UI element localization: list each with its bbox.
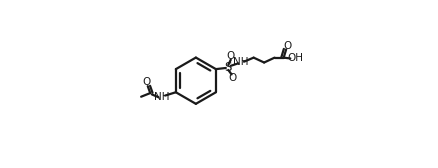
Text: OH: OH [287,53,303,64]
Text: NH: NH [233,57,248,67]
Text: O: O [226,51,235,61]
Text: NH: NH [154,92,170,102]
Text: O: O [283,41,291,51]
Text: S: S [225,61,232,74]
Text: O: O [143,77,151,87]
Text: O: O [228,73,237,83]
